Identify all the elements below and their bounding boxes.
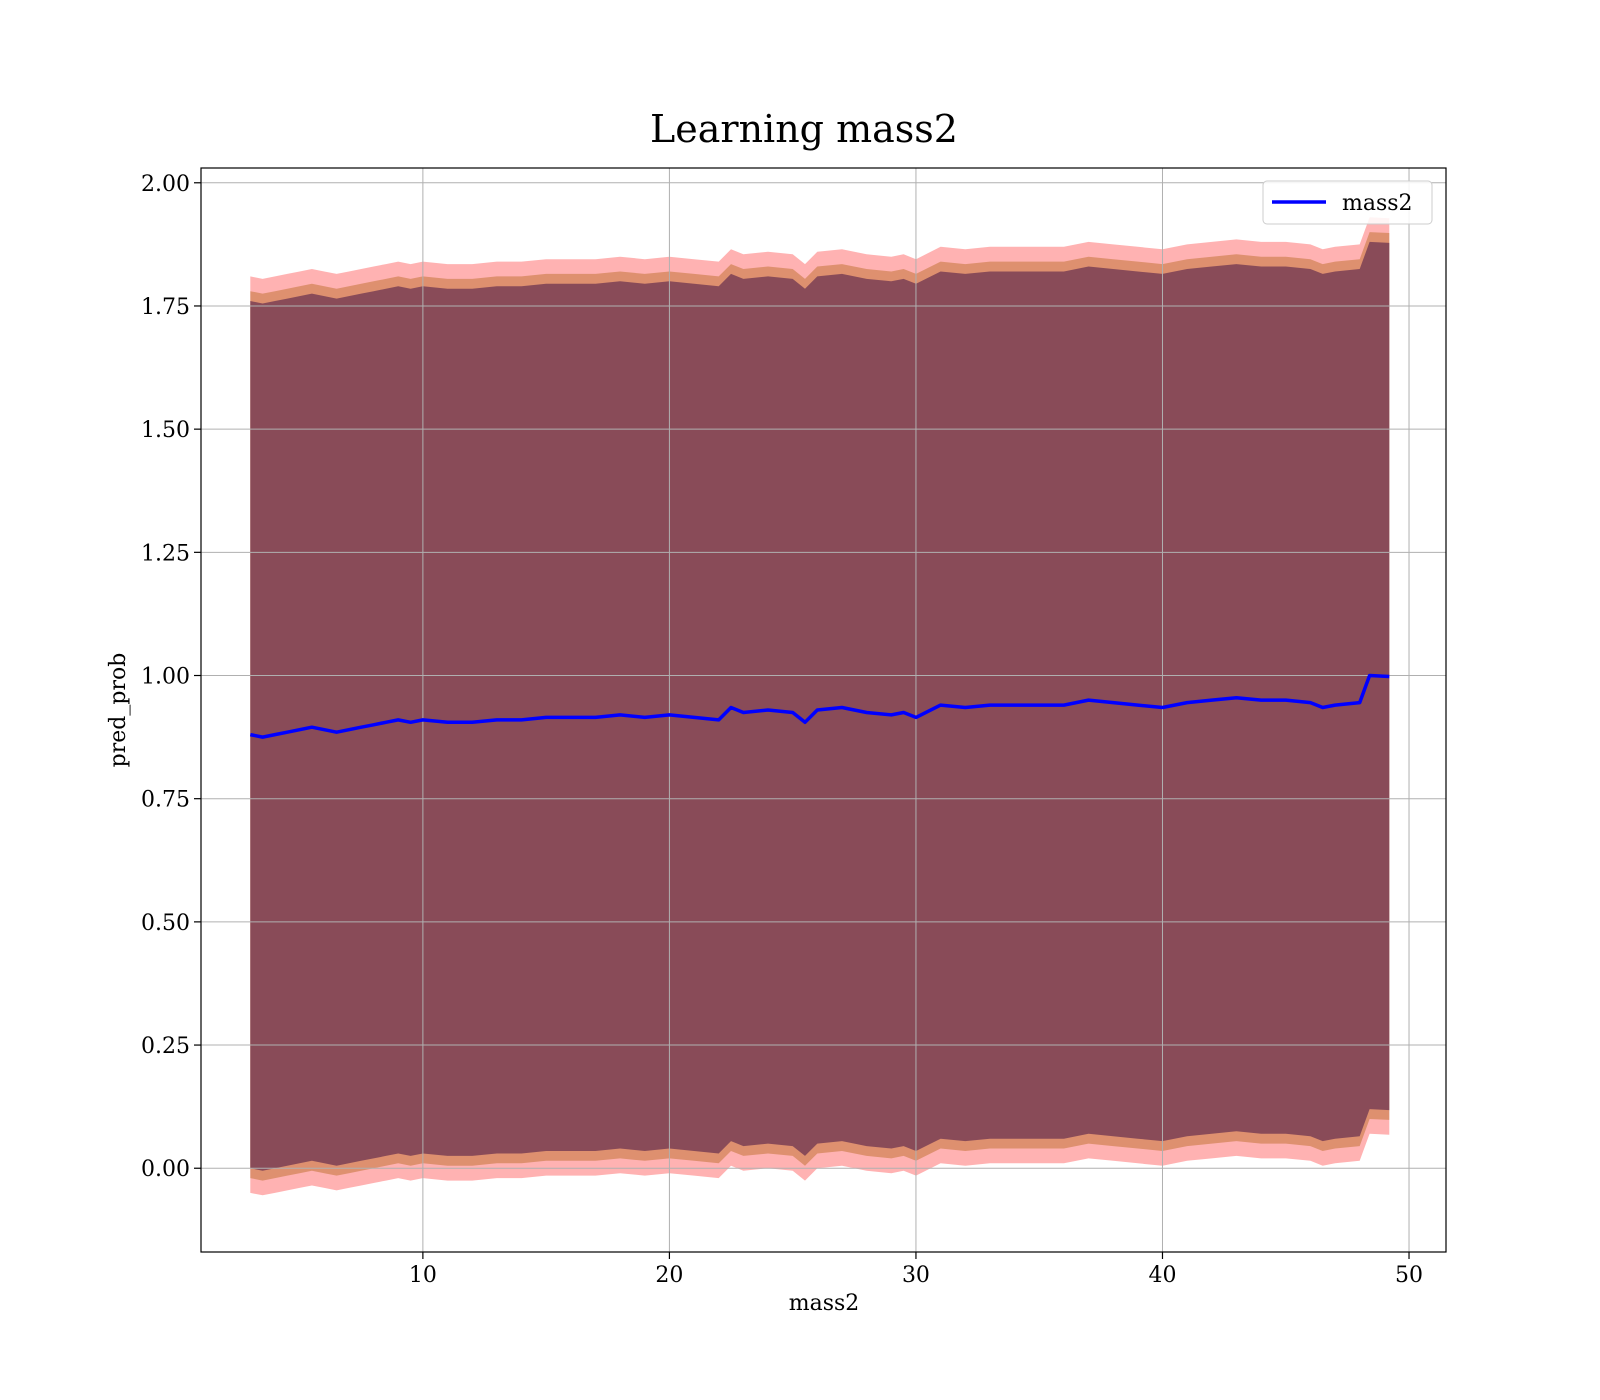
legend-box [1262, 180, 1433, 225]
series-line-mass2 [249, 673, 1390, 739]
y-tick-label: 1.00 [141, 665, 190, 690]
x-tick-label: 50 [1395, 1263, 1423, 1288]
y-tick-label: 0.00 [141, 1157, 190, 1182]
y-tick-label: 0.50 [141, 911, 190, 936]
y-tick-label: 1.25 [141, 541, 190, 566]
y-tick-label: 0.25 [141, 1034, 190, 1059]
x-tick-label: 40 [1148, 1263, 1176, 1288]
y-tick-label: 1.75 [141, 295, 190, 320]
confidence-band-inner [250, 241, 1390, 1171]
y-axis-label: pred_prob [106, 653, 131, 768]
x-tick-label: 10 [409, 1263, 437, 1288]
x-tick-label: 20 [655, 1263, 683, 1288]
axes-frame [200, 167, 1447, 1253]
chart-title: Learning mass2 [650, 107, 958, 151]
x-tick-label: 30 [902, 1263, 930, 1288]
y-tick-label: 2.00 [141, 172, 190, 197]
plot-area: 10 20 30 40 50 0.00 0.25 0.50 0.75 1.00 1.25 1.50 1.… [141, 167, 1447, 1288]
legend-label-mass2: mass2 [1342, 191, 1413, 216]
y-tick-label: 1.50 [141, 418, 190, 443]
y-tick-label: 0.75 [141, 788, 190, 813]
x-axis-label: mass2 [789, 1291, 860, 1316]
